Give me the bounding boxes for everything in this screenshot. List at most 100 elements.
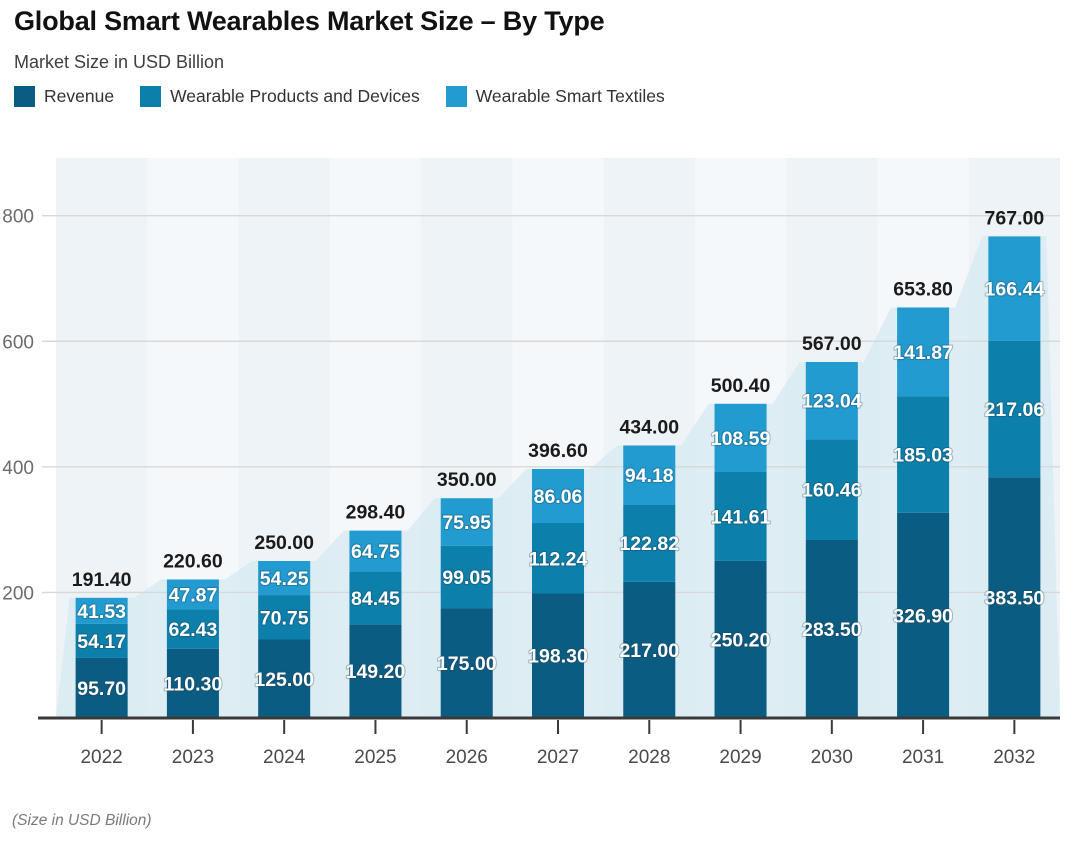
bar-segment[interactable] xyxy=(805,539,858,718)
legend-item-wearable-smart-textiles[interactable]: Wearable Smart Textiles xyxy=(445,85,665,107)
bar-segment[interactable] xyxy=(349,571,402,625)
bar-segment[interactable] xyxy=(623,445,676,505)
segment-value-labels: 95.70 54.17 41.53 110.30 62.43 47.87 125.00 70.… xyxy=(76,278,1045,702)
legend-label: Wearable Smart Textiles xyxy=(475,85,665,106)
bar-segment-value-label: 198.30 xyxy=(528,646,588,668)
x-axis-tick-label: 2024 xyxy=(263,747,306,768)
bar-total-label: 500.40 xyxy=(711,375,771,397)
bar-segment-value-label: 250.20 xyxy=(711,629,771,651)
bar-segment[interactable] xyxy=(258,595,311,640)
bar-segment[interactable] xyxy=(258,639,311,718)
axis-lines xyxy=(38,716,1060,734)
bar-segment[interactable] xyxy=(897,307,950,397)
bar-segment[interactable] xyxy=(714,471,767,561)
bar-segment[interactable] xyxy=(988,477,1041,718)
bar-segment-value-label: 70.75 xyxy=(260,607,309,629)
bar-segment-value-label: 175.00 xyxy=(437,653,497,675)
bar-segment-value-label: 62.43 xyxy=(169,619,218,641)
bar-segment[interactable] xyxy=(897,512,950,718)
bar-segment-value-label: 217.00 xyxy=(619,640,679,662)
bar-total-label: 191.40 xyxy=(72,569,132,591)
bar-segment-value-label: 326.90 xyxy=(893,605,953,627)
bar-segment[interactable] xyxy=(440,498,493,546)
bar-segment[interactable] xyxy=(623,581,676,718)
y-axis-tick-label: 600 xyxy=(2,332,34,353)
legend-item-revenue[interactable]: Revenue xyxy=(14,85,114,107)
bar-total-label: 298.40 xyxy=(346,502,406,524)
bar-segment[interactable] xyxy=(897,396,950,513)
bar-segment[interactable] xyxy=(531,593,585,718)
bar-segment-value-label: 54.25 xyxy=(260,568,309,590)
chart-plot-area: 200 400 600 800 2022 2023 2024 2025 2026 2027 202… xyxy=(0,158,1066,768)
y-axis-tick-label: 200 xyxy=(2,583,34,604)
legend-item-wearable-products-and-devices[interactable]: Wearable Products and Devices xyxy=(140,85,420,107)
bar-segment-value-label: 112.24 xyxy=(529,548,588,570)
bar-segment[interactable] xyxy=(440,608,493,718)
bar-total-label: 250.00 xyxy=(254,532,314,554)
bar-segment[interactable] xyxy=(805,439,858,540)
legend-swatch-icon xyxy=(14,85,35,107)
bar-segment-value-label: 185.03 xyxy=(893,445,953,467)
legend-swatch-icon xyxy=(445,85,467,107)
chart-header: Global Smart Wearables Market Size – By … xyxy=(0,0,1066,107)
bar-total-label: 396.60 xyxy=(528,440,588,462)
bar-total-label: 434.00 xyxy=(619,416,679,438)
y-axis-tick-label: 800 xyxy=(2,207,34,228)
bar-segment[interactable] xyxy=(75,623,128,658)
bar-segment[interactable] xyxy=(988,236,1041,341)
y-axis-tick-label: 400 xyxy=(2,458,34,479)
bar-segment[interactable] xyxy=(623,504,676,582)
x-axis-tick-label: 2026 xyxy=(446,747,488,768)
bar-segment[interactable] xyxy=(531,468,585,524)
bar-segment-value-label: 141.61 xyxy=(711,506,771,528)
bar-segment-value-label: 166.44 xyxy=(985,279,1045,301)
legend-label: Wearable Products and Devices xyxy=(170,85,420,106)
bar-segment-value-label: 86.06 xyxy=(534,486,583,508)
x-axis-tick-label: 2031 xyxy=(902,747,944,768)
x-axis-tick-label: 2022 xyxy=(80,747,122,768)
bar-segment-value-label: 64.75 xyxy=(351,541,400,563)
bar-segment-value-label: 47.87 xyxy=(169,585,218,607)
bar-segment[interactable] xyxy=(166,579,219,610)
bar-total-label: 653.80 xyxy=(893,278,953,300)
bar-segment-value-label: 108.59 xyxy=(711,428,771,450)
bar-segment-value-label: 122.82 xyxy=(619,533,679,555)
bar-segment-value-label: 84.45 xyxy=(351,588,400,610)
x-axis-tick-label: 2032 xyxy=(993,747,1035,768)
bar-segment-value-label: 141.87 xyxy=(893,342,953,364)
bar-segment-value-label: 95.70 xyxy=(77,678,126,700)
bar-total-label: 220.60 xyxy=(163,550,223,572)
x-axis-tick-label: 2030 xyxy=(811,747,853,768)
legend-swatch-icon xyxy=(140,85,162,107)
bar-segment-value-label: 160.46 xyxy=(802,480,862,502)
bar-segment-value-label: 283.50 xyxy=(802,619,862,641)
x-axis-tick-label: 2029 xyxy=(719,747,761,768)
bar-segment[interactable] xyxy=(166,648,219,718)
bar-segment-value-label: 99.05 xyxy=(442,567,491,589)
bar-segment[interactable] xyxy=(166,609,219,649)
bar-segment[interactable] xyxy=(988,340,1041,478)
bar-segment[interactable] xyxy=(258,561,311,596)
bar-segment[interactable] xyxy=(805,361,858,440)
bar-segment-value-label: 41.53 xyxy=(77,601,126,623)
bar-total-label: 567.00 xyxy=(802,333,862,355)
x-axis-tick-labels: 2022 2023 2024 2025 2026 2027 2028 2029 2030 2031… xyxy=(80,747,1035,768)
bar-total-label: 350.00 xyxy=(437,469,497,491)
bar-segment-value-label: 383.50 xyxy=(985,588,1045,610)
bar-segment-value-label: 149.20 xyxy=(346,661,406,683)
bar-segment[interactable] xyxy=(349,530,402,572)
bar-segment[interactable] xyxy=(349,624,402,718)
bar-group xyxy=(75,236,1041,718)
bar-segment[interactable] xyxy=(531,523,585,594)
bar-segment-value-label: 94.18 xyxy=(625,465,674,487)
x-axis-tick-label: 2028 xyxy=(628,747,670,768)
total-value-labels: 191.40 220.60 250.00 298.40 350.00 396.60 434.… xyxy=(72,207,1045,590)
bar-segment[interactable] xyxy=(714,560,767,718)
bar-total-label: 767.00 xyxy=(985,207,1045,229)
bar-segment[interactable] xyxy=(440,545,493,609)
bar-segment[interactable] xyxy=(75,657,128,718)
bar-segment[interactable] xyxy=(75,597,128,624)
bar-segment[interactable] xyxy=(714,403,767,472)
chart-subtitle: Market Size in USD Billion xyxy=(14,51,225,72)
x-axis-tick-label: 2025 xyxy=(354,747,396,768)
